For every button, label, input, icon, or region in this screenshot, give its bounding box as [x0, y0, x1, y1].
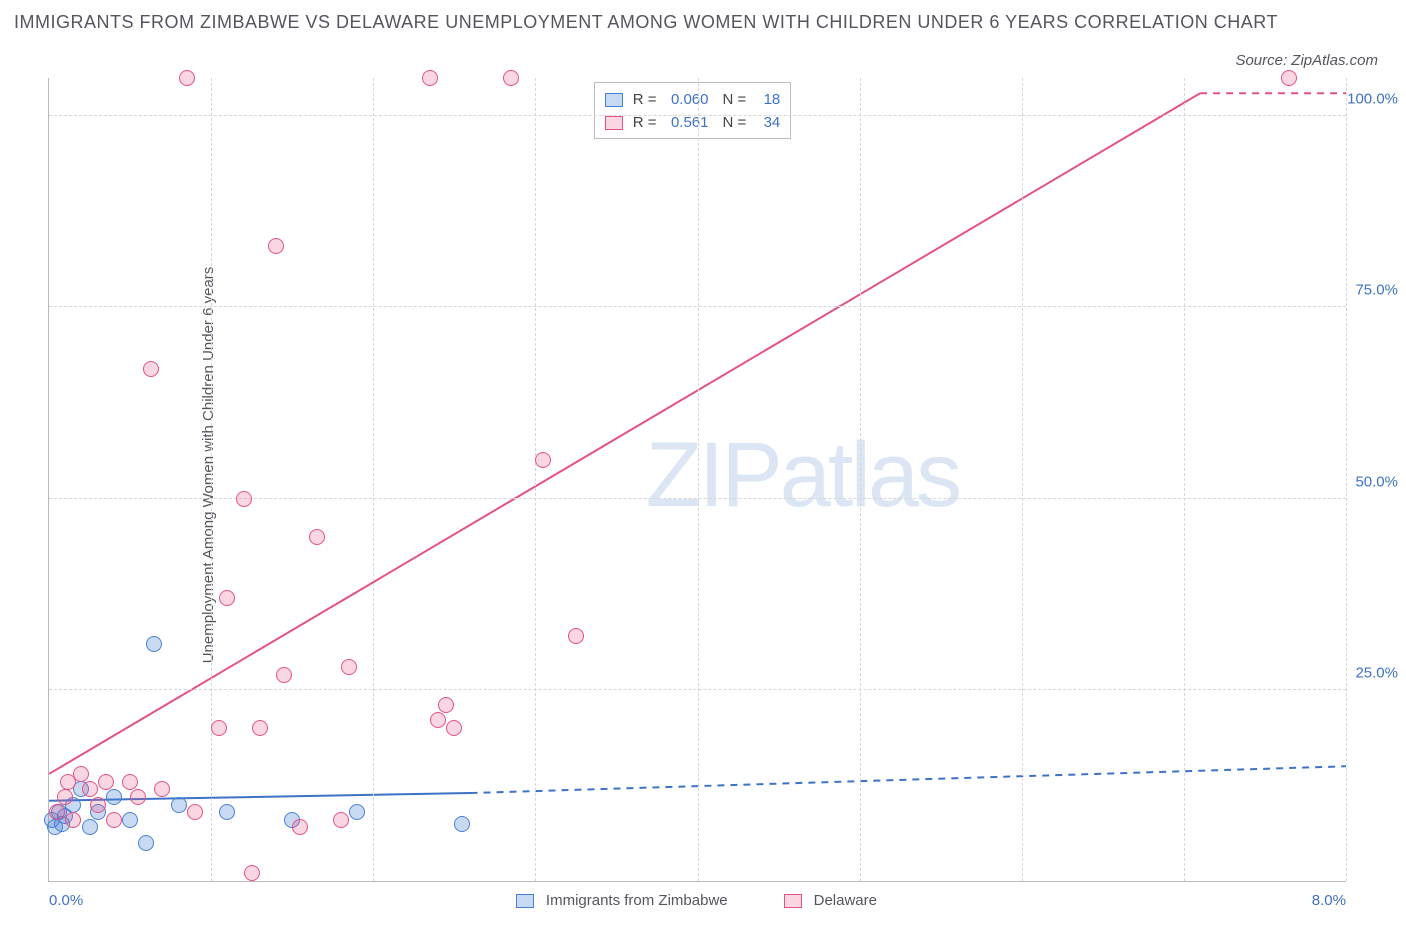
- data-point: [333, 812, 349, 828]
- data-point: [503, 70, 519, 86]
- data-point: [65, 812, 81, 828]
- stats-r-value: 0.060: [663, 89, 709, 112]
- watermark-zip: ZIP: [646, 424, 780, 526]
- data-point: [179, 70, 195, 86]
- data-point: [219, 590, 235, 606]
- grid-line-v: [698, 78, 699, 881]
- source-attribution: Source: ZipAtlas.com: [1235, 52, 1378, 69]
- legend-swatch: [605, 93, 623, 107]
- grid-line-v: [211, 78, 212, 881]
- data-point: [244, 865, 260, 881]
- data-point: [236, 491, 252, 507]
- x-tick-label: 8.0%: [1312, 892, 1346, 909]
- legend-label: Immigrants from Zimbabwe: [546, 892, 728, 909]
- y-tick-label: 100.0%: [1347, 91, 1398, 108]
- legend-swatch: [605, 116, 623, 130]
- y-tick-label: 25.0%: [1355, 664, 1398, 681]
- data-point: [171, 797, 187, 813]
- plot-area: ZIPatlas R =0.060N =18R =0.561N =34 Immi…: [48, 78, 1346, 882]
- legend-label: Delaware: [814, 892, 877, 909]
- legend-item: Delaware: [784, 892, 877, 909]
- grid-line-v: [1022, 78, 1023, 881]
- y-tick-label: 50.0%: [1355, 473, 1398, 490]
- grid-line-v: [1346, 78, 1347, 881]
- stats-r-label: R =: [633, 89, 657, 112]
- legend-swatch: [784, 894, 802, 908]
- data-point: [98, 774, 114, 790]
- data-point: [154, 781, 170, 797]
- stats-row: R = 0.060 N =18: [605, 89, 781, 112]
- data-point: [219, 804, 235, 820]
- data-point: [138, 835, 154, 851]
- data-point: [122, 812, 138, 828]
- data-point: [276, 667, 292, 683]
- x-tick-label: 0.0%: [49, 892, 83, 909]
- data-point: [349, 804, 365, 820]
- data-point: [90, 797, 106, 813]
- data-point: [422, 70, 438, 86]
- data-point: [211, 720, 227, 736]
- bottom-legend: Immigrants from Zimbabwe Delaware: [516, 892, 877, 909]
- regression-line: [49, 93, 1200, 774]
- stats-n-label: N =: [723, 89, 747, 112]
- data-point: [430, 712, 446, 728]
- regression-line-extrapolated: [471, 766, 1346, 793]
- stats-legend-box: R =0.060N =18R =0.561N =34: [594, 82, 792, 139]
- data-point: [268, 238, 284, 254]
- grid-line-v: [1184, 78, 1185, 881]
- data-point: [341, 659, 357, 675]
- data-point: [454, 816, 470, 832]
- chart-title: IMMIGRANTS FROM ZIMBABWE VS DELAWARE UNE…: [14, 8, 1386, 37]
- grid-line-v: [373, 78, 374, 881]
- data-point: [146, 636, 162, 652]
- legend-swatch: [516, 894, 534, 908]
- grid-line-v: [535, 78, 536, 881]
- data-point: [187, 804, 203, 820]
- data-point: [568, 628, 584, 644]
- data-point: [309, 529, 325, 545]
- grid-line-v: [860, 78, 861, 881]
- legend-item: Immigrants from Zimbabwe: [516, 892, 728, 909]
- data-point: [106, 812, 122, 828]
- data-point: [106, 789, 122, 805]
- watermark: ZIPatlas: [646, 423, 959, 528]
- data-point: [252, 720, 268, 736]
- data-point: [143, 361, 159, 377]
- data-point: [292, 819, 308, 835]
- data-point: [446, 720, 462, 736]
- data-point: [82, 819, 98, 835]
- data-point: [535, 452, 551, 468]
- data-point: [122, 774, 138, 790]
- stats-n-value: 18: [752, 89, 780, 112]
- watermark-atlas: atlas: [780, 424, 959, 526]
- data-point: [82, 781, 98, 797]
- data-point: [49, 804, 65, 820]
- data-point: [73, 766, 89, 782]
- y-tick-label: 75.0%: [1355, 282, 1398, 299]
- data-point: [57, 789, 73, 805]
- data-point: [130, 789, 146, 805]
- data-point: [438, 697, 454, 713]
- data-point: [1281, 70, 1297, 86]
